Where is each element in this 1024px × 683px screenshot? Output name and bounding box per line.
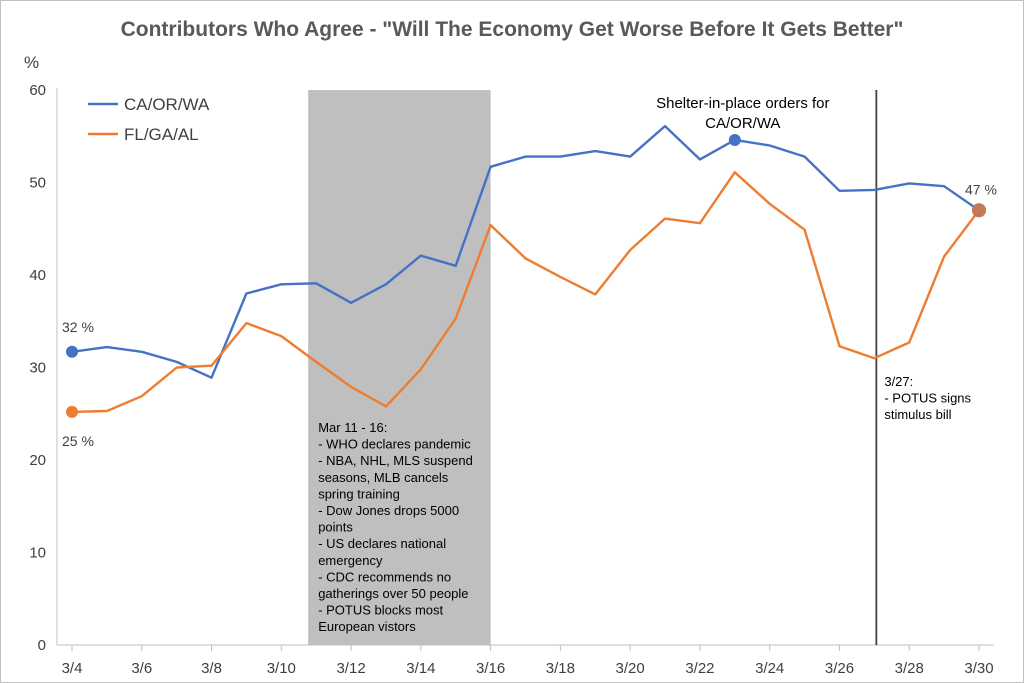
x-tick-label: 3/30 xyxy=(964,660,993,677)
y-tick-label: 30 xyxy=(29,360,46,377)
series-line xyxy=(71,124,980,379)
x-tick-label: 3/8 xyxy=(201,660,222,677)
y-tick-label: 50 xyxy=(29,175,46,192)
event-annotation-line: - US declares national xyxy=(318,536,446,551)
shaded-event-region xyxy=(308,90,491,645)
event-annotation-line: - CDC recommends no xyxy=(318,569,451,584)
x-tick-label: 3/6 xyxy=(131,660,152,677)
data-point xyxy=(972,203,986,218)
x-tick-label: 3/12 xyxy=(336,660,365,677)
event-annotation-line: emergency xyxy=(318,553,383,568)
y-tick-label: 10 xyxy=(29,545,46,562)
y-tick-label: 0 xyxy=(38,637,46,654)
y-tick-label: 60 xyxy=(29,82,46,99)
x-tick-label: 3/22 xyxy=(685,660,714,677)
event-annotation-line: - Dow Jones drops 5000 xyxy=(318,503,459,518)
event-annotation-line: - POTUS blocks most xyxy=(318,603,443,618)
shelter-annotation-line: Shelter-in-place orders for xyxy=(656,95,829,112)
series-line xyxy=(71,171,980,414)
shelter-annotation-line: CA/OR/WA xyxy=(705,115,780,132)
y-tick-label: 20 xyxy=(29,452,46,469)
stimulus-annotation-line: stimulus bill xyxy=(884,407,951,422)
chart-title: Contributors Who Agree - "Will The Econo… xyxy=(121,18,904,41)
event-annotation-line: spring training xyxy=(318,486,400,501)
x-tick-label: 3/20 xyxy=(616,660,645,677)
event-annotation-line: seasons, MLB cancels xyxy=(318,470,449,485)
event-annotation-line: gatherings over 50 people xyxy=(318,586,468,601)
x-tick-label: 3/26 xyxy=(825,660,854,677)
y-tick-label: 40 xyxy=(29,267,46,284)
legend-label: FL/GA/AL xyxy=(124,125,199,144)
x-tick-label: 3/4 xyxy=(62,660,83,677)
stimulus-annotation-line: 3/27: xyxy=(884,374,913,389)
data-point xyxy=(66,405,78,418)
x-tick-label: 3/16 xyxy=(476,660,505,677)
event-annotation-line: points xyxy=(318,520,353,535)
data-point xyxy=(66,345,78,358)
y-axis-label: % xyxy=(24,53,39,72)
data-label: 25 % xyxy=(62,433,94,449)
legend-label: CA/OR/WA xyxy=(124,95,210,114)
data-label: 32 % xyxy=(62,319,94,335)
stimulus-annotation-line: - POTUS signs xyxy=(884,391,971,406)
event-annotation-line: Mar 11 - 16: xyxy=(318,420,387,435)
x-tick-label: 3/28 xyxy=(895,660,924,677)
data-point xyxy=(728,133,741,146)
event-annotation-line: - WHO declares pandemic xyxy=(318,437,471,452)
x-tick-label: 3/18 xyxy=(546,660,575,677)
x-tick-label: 3/10 xyxy=(267,660,296,677)
data-label: 47 % xyxy=(965,181,997,197)
x-tick-label: 3/14 xyxy=(406,660,435,677)
event-annotation-line: European vistors xyxy=(318,619,416,634)
x-tick-label: 3/24 xyxy=(755,660,784,677)
event-annotation-line: - NBA, NHL, MLS suspend xyxy=(318,453,473,468)
